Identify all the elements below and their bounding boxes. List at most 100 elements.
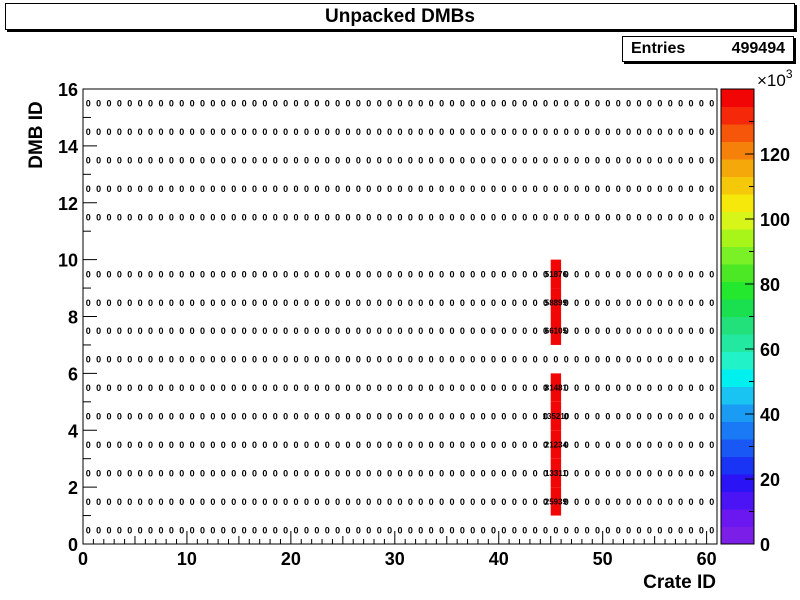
cell-zero-label: 0 (158, 355, 163, 365)
cell-zero-label: 0 (377, 497, 382, 507)
cell-zero-label: 0 (304, 269, 309, 279)
cell-zero-label: 0 (127, 212, 132, 222)
cell-zero-label: 0 (304, 127, 309, 137)
color-scale-segment (721, 491, 754, 510)
color-scale-segment (721, 176, 754, 195)
cell-zero-label: 0 (626, 99, 631, 109)
cell-zero-label: 0 (221, 269, 226, 279)
cell-zero-label: 0 (158, 212, 163, 222)
cell-zero-label: 0 (210, 298, 215, 308)
cell-zero-label: 0 (210, 355, 215, 365)
cell-zero-label: 0 (699, 412, 704, 422)
cell-zero-label: 0 (356, 440, 361, 450)
cell-zero-label: 0 (96, 127, 101, 137)
cell-zero-label: 0 (481, 383, 486, 393)
cell-zero-label: 0 (689, 440, 694, 450)
cell-zero-label: 0 (637, 99, 642, 109)
cell-zero-label: 0 (543, 298, 548, 308)
cell-zero-label: 0 (470, 99, 475, 109)
cell-zero-label: 0 (325, 298, 330, 308)
heatmap-cell (550, 288, 562, 317)
cell-zero-label: 0 (127, 525, 132, 535)
cell-value-label: 58899 (545, 298, 568, 307)
color-scale-segment (721, 229, 754, 247)
cell-zero-label: 0 (637, 497, 642, 507)
cell-zero-label: 0 (366, 99, 371, 109)
cell-zero-label: 0 (377, 383, 382, 393)
color-scale-segment (721, 141, 754, 160)
cell-zero-label: 0 (595, 156, 600, 166)
cell-zero-label: 0 (709, 326, 714, 336)
cell-zero-label: 0 (512, 184, 517, 194)
cell-zero-label: 0 (397, 440, 402, 450)
cell-zero-label: 0 (689, 298, 694, 308)
cell-zero-label: 0 (148, 184, 153, 194)
cell-zero-label: 0 (709, 298, 714, 308)
cell-zero-label: 0 (616, 355, 621, 365)
cell-zero-label: 0 (626, 326, 631, 336)
cell-zero-label: 0 (709, 99, 714, 109)
cell-zero-label: 0 (647, 212, 652, 222)
cell-zero-label: 0 (408, 497, 413, 507)
cell-zero-label: 0 (553, 127, 558, 137)
cell-zero-label: 0 (647, 326, 652, 336)
cell-zero-label: 0 (117, 383, 122, 393)
cell-zero-label: 0 (605, 355, 610, 365)
cell-zero-label: 0 (304, 326, 309, 336)
cell-zero-label: 0 (346, 212, 351, 222)
cell-zero-label: 0 (605, 412, 610, 422)
cell-zero-label: 0 (314, 525, 319, 535)
cell-zero-label: 0 (335, 156, 340, 166)
cell-zero-label: 0 (356, 156, 361, 166)
cell-zero-label: 0 (418, 326, 423, 336)
cell-zero-label: 0 (470, 298, 475, 308)
cell-zero-label: 0 (158, 497, 163, 507)
cell-zero-label: 0 (221, 326, 226, 336)
cell-zero-label: 0 (86, 412, 91, 422)
cell-zero-label: 0 (564, 468, 569, 478)
cell-zero-label: 0 (709, 269, 714, 279)
cell-zero-label: 0 (314, 355, 319, 365)
color-scale-segment (721, 404, 754, 422)
cell-zero-label: 0 (418, 184, 423, 194)
cell-zero-label: 0 (148, 383, 153, 393)
cell-zero-label: 0 (605, 298, 610, 308)
cell-zero-label: 0 (460, 156, 465, 166)
cell-zero-label: 0 (512, 497, 517, 507)
cell-zero-label: 0 (221, 440, 226, 450)
cell-zero-label: 0 (408, 440, 413, 450)
cell-zero-label: 0 (543, 99, 548, 109)
cell-zero-label: 0 (158, 127, 163, 137)
cell-zero-label: 0 (439, 497, 444, 507)
cell-zero-label: 0 (657, 269, 662, 279)
cell-zero-label: 0 (314, 383, 319, 393)
cell-value-labels: 25939 13311 21234 135210 81481 66105 58899 5187… (543, 270, 570, 507)
cell-zero-label: 0 (242, 127, 247, 137)
cell-zero-label: 0 (533, 269, 538, 279)
cell-zero-label: 0 (335, 184, 340, 194)
cell-zero-label: 0 (657, 355, 662, 365)
cell-zero-label: 0 (657, 525, 662, 535)
cell-zero-label: 0 (314, 412, 319, 422)
cell-zero-label: 0 (138, 355, 143, 365)
stats-entries-label: Entries (631, 40, 686, 57)
cell-zero-label: 0 (335, 326, 340, 336)
cell-zero-label: 0 (595, 468, 600, 478)
cell-zero-label: 0 (418, 127, 423, 137)
cell-zero-label: 0 (169, 383, 174, 393)
cell-zero-label: 0 (699, 127, 704, 137)
cell-zero-label: 0 (585, 269, 590, 279)
cell-zero-label: 0 (294, 525, 299, 535)
cell-zero-label: 0 (585, 326, 590, 336)
cell-zero-label: 0 (273, 184, 278, 194)
cell-zero-label: 0 (418, 412, 423, 422)
cell-zero-label: 0 (210, 269, 215, 279)
cell-zero-label: 0 (117, 298, 122, 308)
cell-zero-label: 0 (200, 127, 205, 137)
cell-zero-label: 0 (200, 497, 205, 507)
cell-zero-label: 0 (127, 156, 132, 166)
cell-zero-label: 0 (335, 412, 340, 422)
cell-zero-label: 0 (179, 269, 184, 279)
cell-zero-label: 0 (408, 412, 413, 422)
color-scale-tick-label: 20 (760, 470, 780, 490)
